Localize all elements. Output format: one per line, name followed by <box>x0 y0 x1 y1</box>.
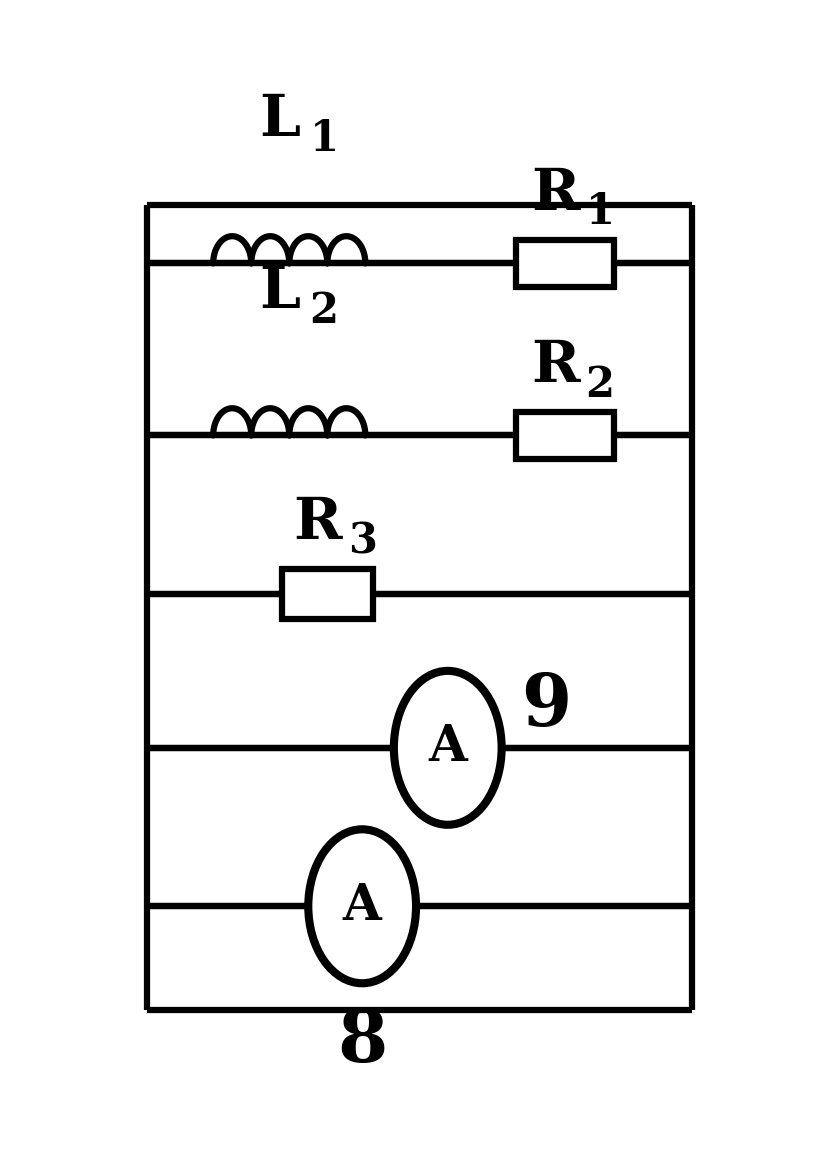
Text: 1: 1 <box>310 118 339 160</box>
Text: A: A <box>429 723 467 773</box>
Text: R: R <box>294 495 342 552</box>
Text: 2: 2 <box>586 363 614 406</box>
Text: 1: 1 <box>586 192 614 234</box>
Circle shape <box>394 670 501 824</box>
Text: L: L <box>259 265 300 320</box>
Text: 8: 8 <box>337 1005 387 1077</box>
Bar <box>516 412 614 459</box>
Text: 9: 9 <box>521 670 571 741</box>
Text: 3: 3 <box>348 521 376 563</box>
Text: 2: 2 <box>310 290 339 332</box>
Text: L: L <box>259 93 300 148</box>
Text: R: R <box>531 166 580 222</box>
Circle shape <box>308 829 416 983</box>
Bar <box>282 569 372 619</box>
Bar <box>516 240 614 287</box>
Text: R: R <box>531 338 580 394</box>
Text: A: A <box>343 882 382 930</box>
